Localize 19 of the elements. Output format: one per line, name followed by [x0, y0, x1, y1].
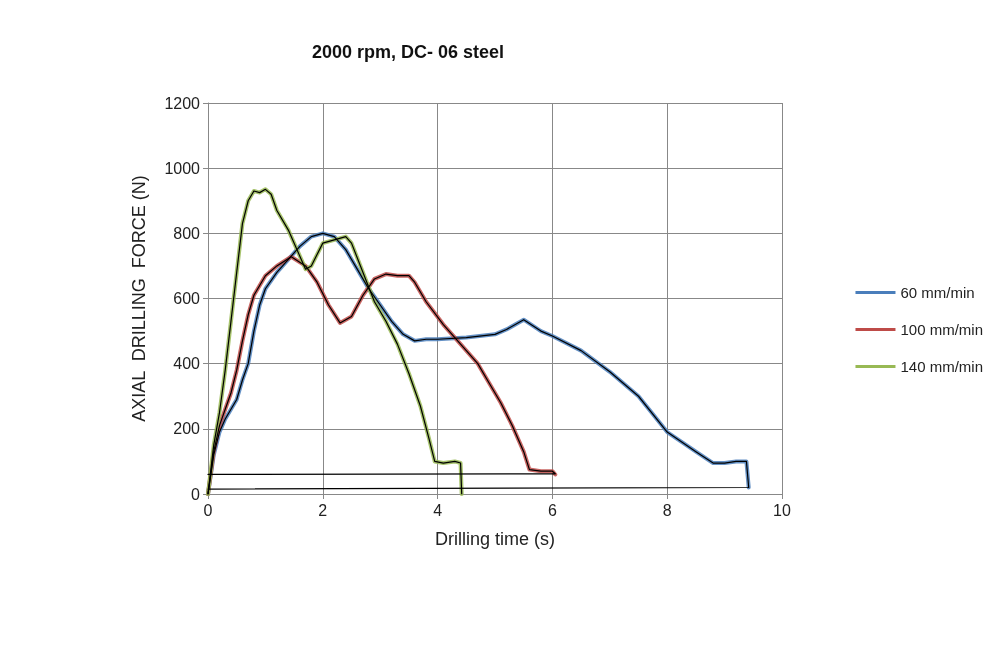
y-axis-title: AXIAL DRILLING FORCE (N)	[129, 175, 149, 422]
x-axis-title: Drilling time (s)	[434, 529, 556, 549]
y-tick-label: 200	[173, 420, 201, 438]
legend-label: 60 mm/min	[900, 284, 975, 301]
x-tick-label: 10	[773, 501, 791, 519]
y-tick-label: 600	[173, 290, 201, 307]
y-tick-label: 800	[173, 224, 201, 242]
x-tick-label: 4	[433, 501, 443, 519]
x-tick-label: 0	[203, 501, 213, 519]
y-tick-label: 0	[191, 485, 201, 503]
x-tick-label: 2	[318, 501, 328, 519]
legend-label: 100 mm/min	[900, 321, 984, 338]
chart-title: 2000 rpm, DC- 06 steel	[311, 42, 505, 62]
y-tick-label: 400	[173, 355, 201, 373]
x-tick-label: 8	[662, 501, 672, 519]
x-tick-label: 6	[547, 501, 557, 519]
y-tick-label: 1000	[164, 159, 201, 177]
y-tick-label: 1200	[164, 94, 201, 112]
legend-label: 140 mm/min	[900, 358, 984, 375]
